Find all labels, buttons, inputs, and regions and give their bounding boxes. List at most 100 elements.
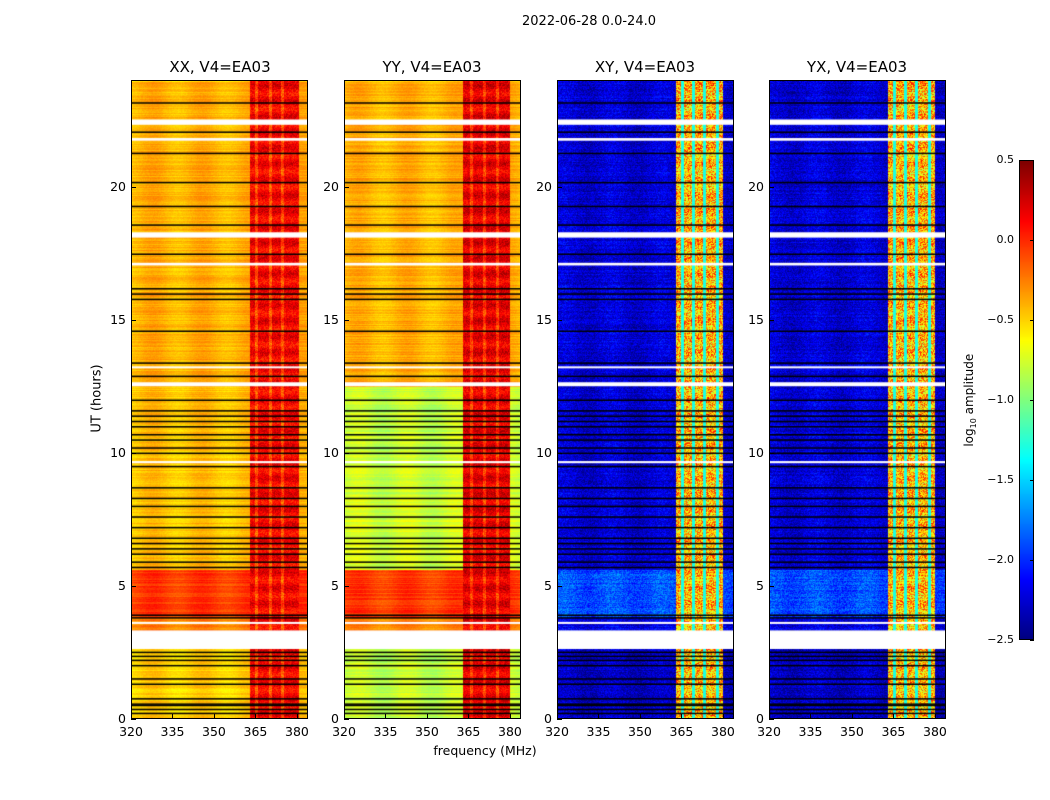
- colorbar-tick-label: −2.0: [987, 553, 1014, 566]
- y-tick-mark: [131, 452, 136, 454]
- x-tick-mark: [385, 714, 387, 719]
- colorbar-gradient: [1020, 161, 1033, 639]
- x-tick-mark: [509, 714, 511, 719]
- heatmap-xx: [132, 81, 307, 718]
- x-tick-mark: [934, 714, 936, 719]
- panel-title-xy: XY, V4=EA03: [594, 58, 696, 76]
- colorbar-tick-mark: [1030, 640, 1034, 641]
- x-tick-mark: [598, 714, 600, 719]
- colorbar-tick-mark: [1030, 240, 1034, 241]
- y-tick-label: 0: [756, 711, 764, 726]
- y-tick-mark: [769, 186, 774, 188]
- y-tick-label: 15: [110, 311, 126, 327]
- colorbar-label: log10 amplitude: [962, 340, 978, 460]
- x-tick-mark: [344, 714, 345, 719]
- y-tick-label: 15: [536, 311, 552, 327]
- y-tick-mark: [131, 585, 136, 587]
- colorbar-tick-label: −1.0: [987, 393, 1014, 406]
- y-tick-mark: [769, 319, 774, 321]
- y-tick-mark: [557, 319, 562, 321]
- x-tick-label: 365: [456, 724, 481, 739]
- x-tick-mark: [639, 714, 641, 719]
- y-tick-label: 10: [536, 444, 552, 460]
- x-tick-mark: [172, 714, 174, 719]
- x-tick-mark: [296, 714, 298, 719]
- x-tick-mark: [468, 714, 470, 719]
- panel-title-xx: XX, V4=EA03: [169, 58, 271, 76]
- y-tick-label: 20: [323, 178, 339, 194]
- colorbar-tick-label: −2.5: [987, 633, 1014, 646]
- colorbar-tick-label: 0.0: [996, 233, 1015, 246]
- y-tick-label: 10: [110, 444, 126, 460]
- y-tick-label: 15: [323, 311, 339, 327]
- heatmap-xy: [558, 81, 733, 718]
- x-axis-label: frequency (MHz): [433, 743, 537, 758]
- x-tick-mark: [557, 714, 558, 719]
- y-tick-label: 20: [536, 178, 552, 194]
- heatmap-panel-yy: [344, 80, 521, 719]
- colorbar-tick-mark: [1030, 560, 1034, 561]
- x-tick-label: 335: [373, 724, 398, 739]
- x-tick-label: 380: [498, 724, 522, 739]
- heatmap-yy: [345, 81, 520, 718]
- colorbar-tick-mark: [1030, 480, 1034, 481]
- heatmap-panel-xx: [131, 80, 308, 719]
- y-tick-label: 15: [748, 311, 764, 327]
- x-tick-label: 320: [545, 724, 569, 739]
- x-tick-label: 365: [243, 724, 268, 739]
- x-tick-mark: [769, 714, 770, 719]
- y-tick-label: 0: [118, 711, 126, 726]
- x-tick-mark: [851, 714, 853, 719]
- colorbar-label-main: log: [961, 428, 976, 447]
- x-tick-mark: [131, 714, 132, 719]
- y-tick-mark: [344, 319, 349, 321]
- y-tick-label: 5: [331, 577, 339, 593]
- y-tick-mark: [344, 452, 349, 454]
- x-tick-label: 335: [586, 724, 611, 739]
- x-tick-mark: [810, 714, 812, 719]
- colorbar-tick-mark: [1030, 160, 1034, 161]
- x-tick-label: 380: [285, 724, 309, 739]
- y-tick-label: 20: [110, 178, 126, 194]
- colorbar-tick-label: 0.5: [996, 153, 1015, 166]
- x-tick-mark: [255, 714, 257, 719]
- heatmap-panel-xy: [557, 80, 734, 719]
- x-tick-mark: [893, 714, 895, 719]
- y-tick-mark: [131, 319, 136, 321]
- y-tick-mark: [557, 186, 562, 188]
- y-tick-label: 5: [756, 577, 764, 593]
- y-tick-mark: [344, 585, 349, 587]
- y-tick-label: 5: [544, 577, 552, 593]
- y-tick-label: 10: [748, 444, 764, 460]
- y-tick-label: 20: [748, 178, 764, 194]
- x-tick-label: 365: [669, 724, 694, 739]
- colorbar-label-sub: 10: [969, 418, 979, 429]
- colorbar-tick-mark: [1030, 320, 1034, 321]
- colorbar-label-rest: amplitude: [961, 353, 976, 419]
- colorbar-tick-mark: [1030, 400, 1034, 401]
- figure-title: 2022-06-28 0.0-24.0: [522, 14, 656, 29]
- x-tick-label: 350: [202, 724, 226, 739]
- y-tick-mark: [131, 186, 136, 188]
- panel-title-yx: YX, V4=EA03: [806, 58, 908, 76]
- y-tick-mark: [131, 719, 136, 720]
- x-tick-mark: [213, 714, 215, 719]
- y-tick-label: 0: [331, 711, 339, 726]
- panel-title-yy: YY, V4=EA03: [382, 58, 482, 76]
- x-tick-label: 350: [840, 724, 864, 739]
- x-tick-label: 320: [332, 724, 356, 739]
- y-tick-mark: [769, 585, 774, 587]
- x-tick-mark: [722, 714, 724, 719]
- x-tick-label: 365: [881, 724, 906, 739]
- y-axis-label: UT (hours): [89, 364, 105, 433]
- colorbar-tick-label: −1.5: [987, 473, 1014, 486]
- colorbar-tick-label: −0.5: [987, 313, 1014, 326]
- y-tick-label: 10: [323, 444, 339, 460]
- y-tick-label: 0: [544, 711, 552, 726]
- y-tick-mark: [344, 719, 349, 720]
- y-tick-mark: [344, 186, 349, 188]
- y-tick-label: 5: [118, 577, 126, 593]
- y-tick-mark: [557, 452, 562, 454]
- heatmap-panel-yx: [769, 80, 946, 719]
